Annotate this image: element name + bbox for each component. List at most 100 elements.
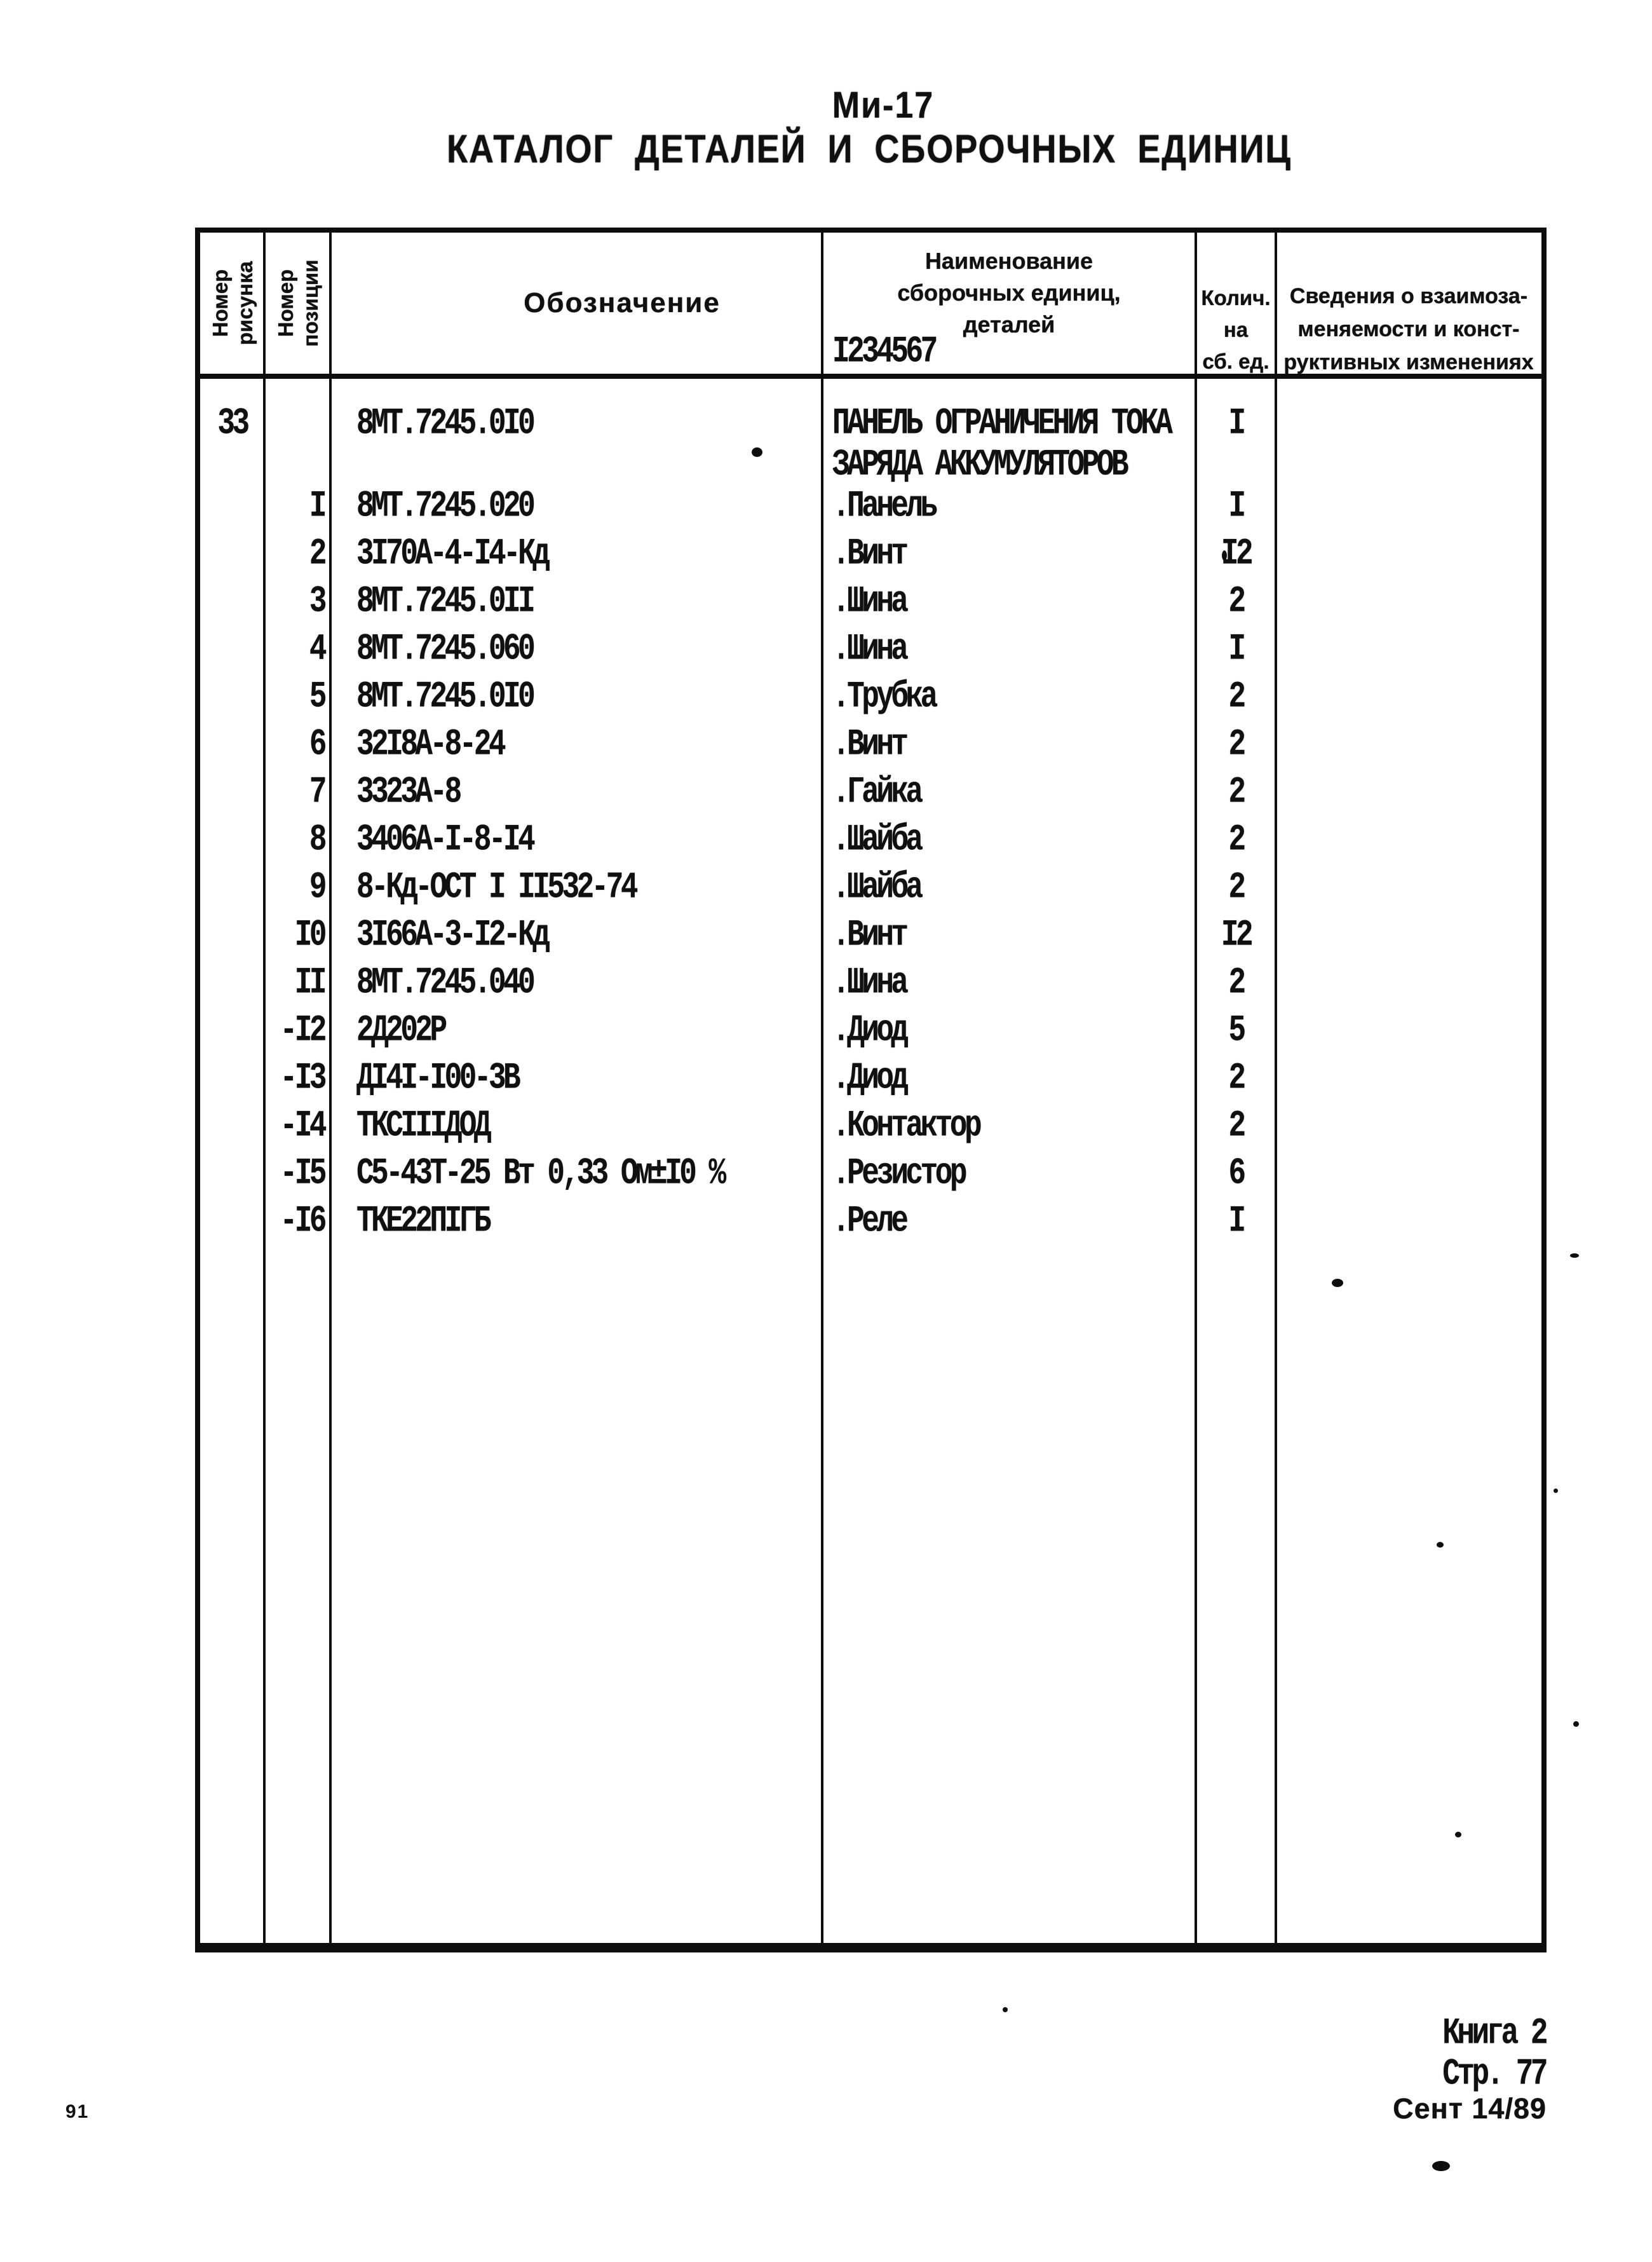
header-name: Наименование сборочных единиц, деталей (897, 248, 1121, 337)
scan-speck (1332, 1279, 1343, 1287)
designation-cell: 8МТ.7245.040 (356, 961, 536, 1004)
footer-book-number: Книга 2 (1442, 2012, 1548, 2055)
scan-speck (1437, 1542, 1444, 1548)
quantity-cell: 2 (1228, 1056, 1246, 1100)
designation-cell: 32I8А-8-24 (356, 723, 506, 766)
name-cell: .Винт (832, 913, 909, 957)
header-position-number: Номер позиции (266, 233, 330, 374)
header-column-index: I234567 (832, 330, 938, 373)
position-cell: 8 (309, 818, 327, 861)
column-divider (1195, 233, 1197, 374)
column-divider (263, 233, 266, 374)
header-figure-number: Номер рисунка (200, 233, 264, 374)
designation-cell: 8МТ.7245.0II (356, 580, 536, 623)
position-cell: I0 (294, 913, 327, 957)
quantity-cell: 2 (1228, 675, 1246, 718)
header-position-number-label: Номер позиции (274, 259, 322, 347)
position-cell: 5 (309, 675, 327, 718)
name-cell: .Реле (832, 1199, 909, 1243)
column-divider (329, 233, 332, 374)
quantity-cell: I (1228, 627, 1246, 671)
designation-cell: ТКСIIIДОД (356, 1104, 491, 1147)
corner-page-number: 91 (65, 2101, 90, 2122)
position-cell: 6 (309, 723, 327, 766)
quantity-cell: I (1228, 402, 1246, 445)
designation-cell: С5-43Т-25 Вт 0,33 Ом±I0 % (356, 1152, 726, 1195)
parts-table: Номер рисунка Номер позиции Обозначение На… (195, 228, 1547, 1952)
header-figure-number-label: Номер рисунка (208, 261, 257, 345)
position-cell: -I6 (280, 1199, 327, 1243)
quantity-cell: 2 (1228, 961, 1246, 1004)
quantity-cell: I (1228, 1199, 1246, 1243)
name-cell: .Трубка (832, 675, 938, 718)
quantity-cell: 2 (1228, 770, 1246, 814)
name-cell: .Гайка (832, 770, 923, 814)
name-cell: .Резистор (832, 1152, 967, 1195)
position-cell: 2 (309, 532, 327, 575)
designation-cell: 3I70А-4-I4-Кд (356, 532, 550, 575)
scan-speck (1455, 1832, 1461, 1837)
position-cell: -I3 (280, 1056, 327, 1100)
name-cell: .Шина (832, 580, 909, 623)
column-divider (1275, 379, 1277, 1943)
page-title: Ми-17 (832, 85, 935, 126)
quantity-cell: 2 (1228, 580, 1246, 623)
scan-speck (1222, 550, 1227, 561)
figure-number-cell: 33 (217, 402, 250, 445)
name-cell: .Шайба (832, 818, 923, 861)
column-divider (821, 233, 823, 374)
quantity-cell: I (1228, 484, 1246, 528)
column-divider (821, 379, 823, 1943)
quantity-cell: 6 (1228, 1152, 1246, 1195)
column-divider (1195, 379, 1197, 1943)
designation-cell: 8МТ.7245.0I0 (356, 675, 536, 718)
position-cell: 3 (309, 580, 327, 623)
name-cell: .Шина (832, 627, 909, 671)
designation-cell: 3I66А-3-I2-Кд (356, 913, 550, 957)
column-divider (329, 379, 332, 1943)
name-cell: .Панель (832, 484, 938, 528)
header-interchangeability-notes: Сведения о взаимоза-меняемости и конст-р… (1283, 284, 1534, 374)
header-quantity: Колич. на сб. ед. (1201, 286, 1271, 373)
name-cell: .Шайба (832, 866, 923, 909)
quantity-cell: 2 (1228, 723, 1246, 766)
table-body: 33 8МТ.7245.0I0 ПАНЕЛЬ ОГРАНИЧЕНИЯ ТОКА ЗАР… (200, 379, 1541, 1943)
position-cell: -I5 (280, 1152, 327, 1195)
name-cell: .Винт (832, 723, 909, 766)
designation-cell: 3323А-8 (356, 770, 462, 814)
position-cell: I (309, 484, 327, 528)
position-cell: -I2 (280, 1009, 327, 1052)
position-cell: 9 (309, 866, 327, 909)
scan-speck (1003, 2007, 1008, 2012)
designation-cell: ТКЕ22ПIГБ (356, 1199, 491, 1243)
page-subtitle: КАТАЛОГ ДЕТАЛЕЙ И СБОРОЧНЫХ ЕДИНИЦ (447, 127, 1292, 172)
quantity-cell: 2 (1228, 866, 1246, 909)
name-cell: .Диод (832, 1009, 909, 1052)
designation-cell: ДI4I-I00-3В (356, 1056, 521, 1100)
designation-cell: 8МТ.7245.060 (356, 627, 536, 671)
name-cell: .Шина (832, 961, 909, 1004)
scan-speck (1554, 1489, 1558, 1493)
designation-cell: 8-Кд-ОСТ I II532-74 (356, 866, 639, 909)
designation-cell: 2Д202Р (356, 1009, 447, 1052)
column-divider (1275, 233, 1277, 374)
name-cell-line2: ЗАРЯДА АККУМУЛЯТОРОВ (832, 443, 1129, 486)
header-designation-label: Обозначение (524, 287, 721, 318)
scan-speck (752, 447, 762, 457)
scan-speck (1573, 1721, 1579, 1727)
header-designation: Обозначение (332, 233, 821, 374)
name-cell-line1: ПАНЕЛЬ ОГРАНИЧЕНИЯ ТОКА (832, 402, 1173, 445)
quantity-cell: I2 (1221, 913, 1254, 957)
quantity-cell: 5 (1228, 1009, 1246, 1052)
designation-cell: 3406А-I-8-I4 (356, 818, 536, 861)
position-cell: 4 (309, 627, 327, 671)
position-cell: 7 (309, 770, 327, 814)
scan-speck (1570, 1253, 1579, 1258)
designation-cell: 8МТ.7245.0I0 (356, 402, 536, 445)
name-cell: .Контактор (832, 1104, 982, 1147)
table-header-row: Номер рисунка Номер позиции Обозначение На… (200, 233, 1541, 379)
position-cell: -I4 (280, 1104, 327, 1147)
position-cell: II (294, 961, 327, 1004)
footer-page-number: Стр. 77 (1442, 2052, 1548, 2095)
footer-date: Сент 14/89 (1393, 2092, 1547, 2125)
